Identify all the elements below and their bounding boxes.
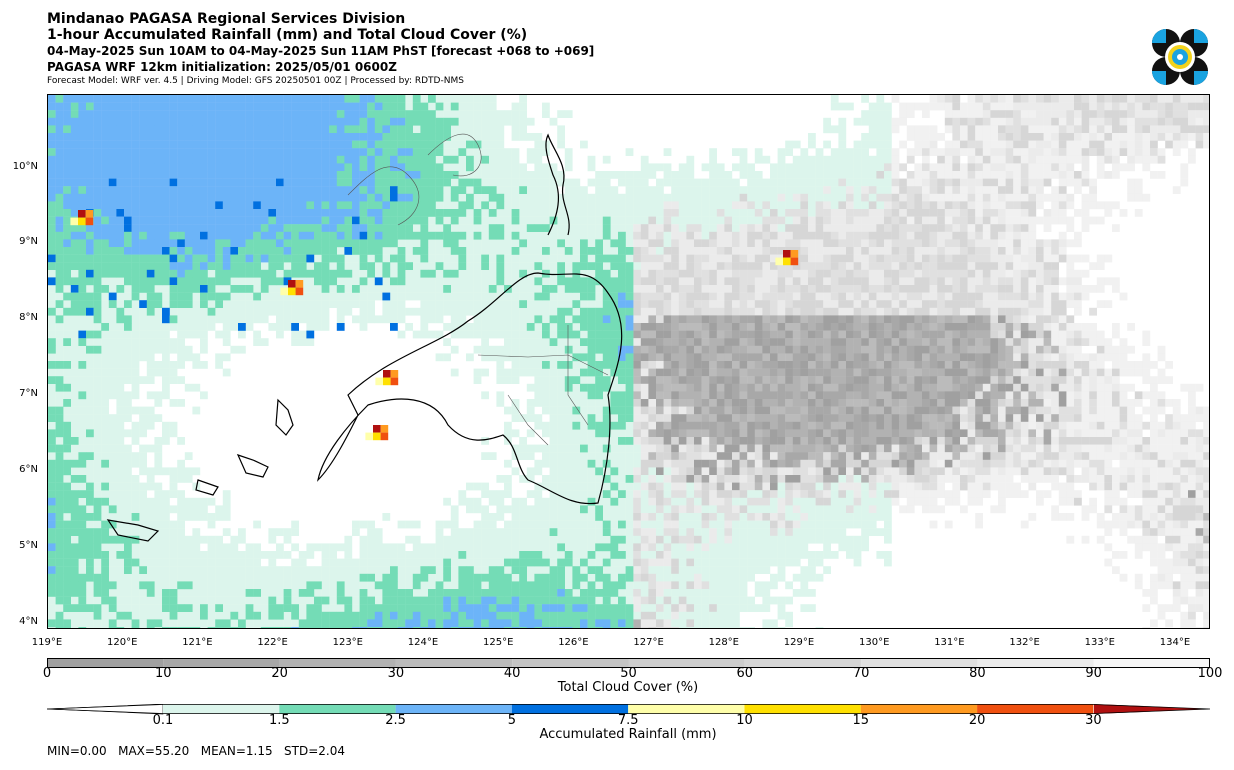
lon-label: 130°E	[858, 637, 890, 648]
model-info: Forecast Model: WRF ver. 4.5 | Driving M…	[47, 76, 464, 86]
cloud-tick-label: 50	[620, 666, 637, 681]
lat-label: 4°N	[19, 616, 38, 627]
lat-label: 6°N	[19, 464, 38, 475]
cloud-bin	[744, 658, 862, 668]
cloud-tick-label: 70	[852, 666, 870, 681]
lon-label: 131°E	[934, 637, 965, 648]
lat-label: 7°N	[19, 388, 38, 399]
rain-colorbar-label: Accumulated Rainfall (mm)	[539, 727, 717, 742]
rainfall-cloud-map	[47, 94, 1210, 629]
map-subtitle: 1-hour Accumulated Rainfall (mm) and Tot…	[47, 27, 528, 43]
rain-bin	[977, 704, 1094, 714]
rain-tick-label: 20	[968, 713, 986, 728]
cloud-tick-label: 40	[503, 666, 521, 681]
rain-tick-label: 10	[736, 713, 753, 728]
cloud-tick-label: 100	[1197, 666, 1223, 681]
lon-label: 126°E	[558, 637, 589, 648]
lon-label: 132°E	[1009, 637, 1040, 648]
lon-label: 129°E	[783, 637, 815, 648]
rain-bin	[511, 704, 629, 714]
lon-label: 124°E	[407, 637, 439, 648]
lat-label: 8°N	[19, 312, 38, 323]
lon-label: 123°E	[332, 637, 363, 648]
rain-bin	[744, 704, 861, 714]
rain-bin	[395, 704, 512, 714]
valid-time: 04-May-2025 Sun 10AM to 04-May-2025 Sun …	[47, 44, 595, 58]
cloud-bin	[47, 658, 164, 668]
rain-tick-label: 7.5	[617, 713, 639, 728]
cloud-bin	[163, 658, 280, 668]
init-time: PAGASA WRF 12km initialization: 2025/05/…	[47, 60, 397, 74]
rain-tick-label: 15	[852, 713, 870, 728]
coastline-layer	[106, 133, 623, 542]
cloud-bin	[861, 658, 978, 668]
rainfall-statistics: MIN=0.00 MAX=55.20 MEAN=1.15 STD=2.04	[47, 744, 346, 758]
cloud-tick-label: 0	[42, 666, 52, 681]
lon-label: 121°E	[182, 637, 213, 648]
cloud-bin	[279, 658, 396, 668]
lon-label: 120°E	[106, 637, 138, 648]
cloud-bin	[395, 658, 513, 668]
map-title: Mindanao PAGASA Regional Services Divisi…	[47, 11, 406, 27]
cloud-cover-layer	[48, 95, 1209, 628]
rain-bin	[628, 704, 745, 714]
lon-label: 133°E	[1084, 637, 1115, 648]
cloud-tick-label: 60	[736, 666, 754, 681]
cloud-tick-label: 10	[155, 666, 172, 681]
rain-bin	[163, 704, 280, 714]
cloud-colorbar-label: Total Cloud Cover (%)	[557, 680, 699, 695]
cloud-cover-colorbar	[47, 658, 1210, 668]
lon-label: 134°E	[1159, 637, 1191, 648]
lon-label: 125°E	[482, 637, 514, 648]
cloud-tick-label: 90	[1085, 666, 1102, 681]
rain-tick-label: 30	[1085, 713, 1102, 728]
cloud-bin	[628, 658, 745, 668]
rain-tick-label: 1.5	[268, 713, 290, 728]
lon-label: 128°E	[708, 637, 739, 648]
lon-label: 127°E	[633, 637, 664, 648]
lat-label: 5°N	[19, 540, 38, 551]
lat-label: 10°N	[12, 161, 38, 172]
lon-label: 119°E	[31, 637, 63, 648]
rain-bin	[860, 704, 978, 714]
cloud-bin	[512, 658, 629, 668]
rainfall-layer	[48, 95, 799, 628]
rain-tick-label: 5	[507, 713, 517, 728]
rain-tick-label: 0.1	[152, 713, 174, 728]
cloud-bin	[1093, 658, 1210, 668]
lon-label: 122°E	[257, 637, 288, 648]
rainfall-colorbar	[47, 704, 1211, 715]
rain-bin	[279, 704, 396, 714]
lat-label: 9°N	[19, 236, 38, 247]
cloud-tick-label: 20	[271, 666, 288, 681]
rain-tick-label: 2.5	[385, 713, 406, 728]
cloud-bin	[977, 658, 1094, 668]
cloud-tick-label: 80	[969, 666, 986, 681]
rain-above-extension	[1094, 704, 1210, 714]
cloud-tick-label: 30	[387, 666, 405, 681]
pagasa-logo-icon	[1152, 29, 1208, 85]
